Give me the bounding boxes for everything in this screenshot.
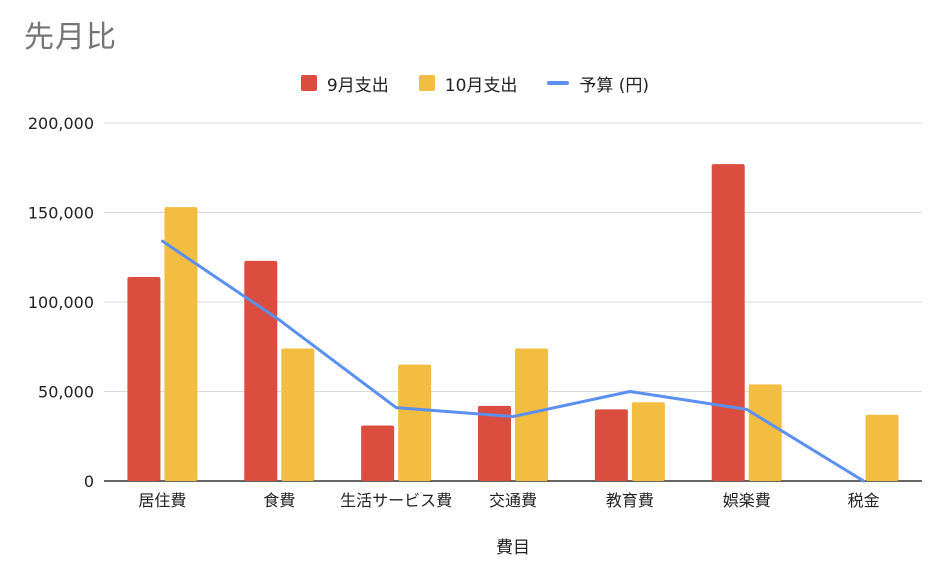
y-tick-label: 50,000 bbox=[38, 383, 94, 402]
y-tick-label: 0 bbox=[84, 472, 94, 491]
bar-sept[interactable] bbox=[244, 260, 278, 481]
y-tick-label: 150,000 bbox=[28, 204, 94, 223]
x-tick-label: 生活サービス費 bbox=[340, 491, 452, 510]
legend-item-sept[interactable]: 9月支出 bbox=[300, 71, 389, 96]
x-axis-title: 費目 bbox=[496, 538, 530, 558]
legend-swatch-sept bbox=[300, 75, 317, 91]
bar-oct[interactable] bbox=[398, 364, 432, 481]
bar-sept[interactable] bbox=[478, 405, 511, 481]
legend-item-oct[interactable]: 10月支出 bbox=[418, 71, 518, 96]
x-tick-label: 娯楽費 bbox=[723, 491, 771, 510]
bar-oct[interactable] bbox=[515, 348, 548, 481]
x-tick-label: 教育費 bbox=[606, 491, 654, 510]
chart-title: 先月比 bbox=[24, 20, 117, 55]
budget-point bbox=[746, 408, 748, 410]
y-tick-label: 100,000 bbox=[28, 293, 94, 312]
bar-sept[interactable] bbox=[594, 409, 628, 481]
chart-legend: 9月支出 10月支出 予算 (円) bbox=[0, 68, 950, 98]
bars bbox=[127, 164, 899, 482]
x-tick-label: 税金 bbox=[848, 491, 880, 510]
budget-point bbox=[395, 407, 397, 409]
legend-swatch-budget bbox=[547, 81, 570, 85]
legend-label-budget: 予算 (円) bbox=[579, 75, 650, 96]
bar-oct[interactable] bbox=[748, 384, 782, 481]
bar-sept[interactable] bbox=[127, 276, 161, 481]
x-tick-label: 交通費 bbox=[489, 491, 537, 510]
legend-label-oct: 10月支出 bbox=[444, 75, 518, 96]
bar-oct[interactable] bbox=[164, 207, 198, 481]
x-axis-ticks: 居住費 食費 生活サービス費 交通費 教育費 娯楽費 税金 bbox=[138, 491, 879, 510]
bar-sept[interactable] bbox=[361, 425, 395, 481]
y-tick-label: 200,000 bbox=[28, 114, 94, 133]
gridlines bbox=[104, 122, 922, 482]
legend-label-sept: 9月支出 bbox=[326, 75, 389, 96]
x-tick-label: 食費 bbox=[263, 491, 295, 510]
legend-swatch-oct bbox=[418, 75, 435, 91]
budget-point bbox=[512, 416, 514, 418]
legend-item-budget[interactable]: 予算 (円) bbox=[547, 71, 649, 96]
budget-line-layer bbox=[160, 239, 866, 483]
y-axis-ticks: 0 50,000 100,000 150,000 200,000 bbox=[28, 114, 94, 491]
bar-oct[interactable] bbox=[281, 348, 315, 481]
x-tick-label: 居住費 bbox=[138, 491, 186, 510]
budget-point bbox=[161, 240, 163, 242]
bar-oct[interactable] bbox=[865, 414, 899, 481]
bar-sept[interactable] bbox=[711, 164, 745, 482]
bar-oct[interactable] bbox=[631, 402, 665, 481]
budget-point bbox=[863, 480, 865, 482]
budget-point bbox=[278, 319, 280, 321]
budget-point bbox=[629, 391, 631, 392]
